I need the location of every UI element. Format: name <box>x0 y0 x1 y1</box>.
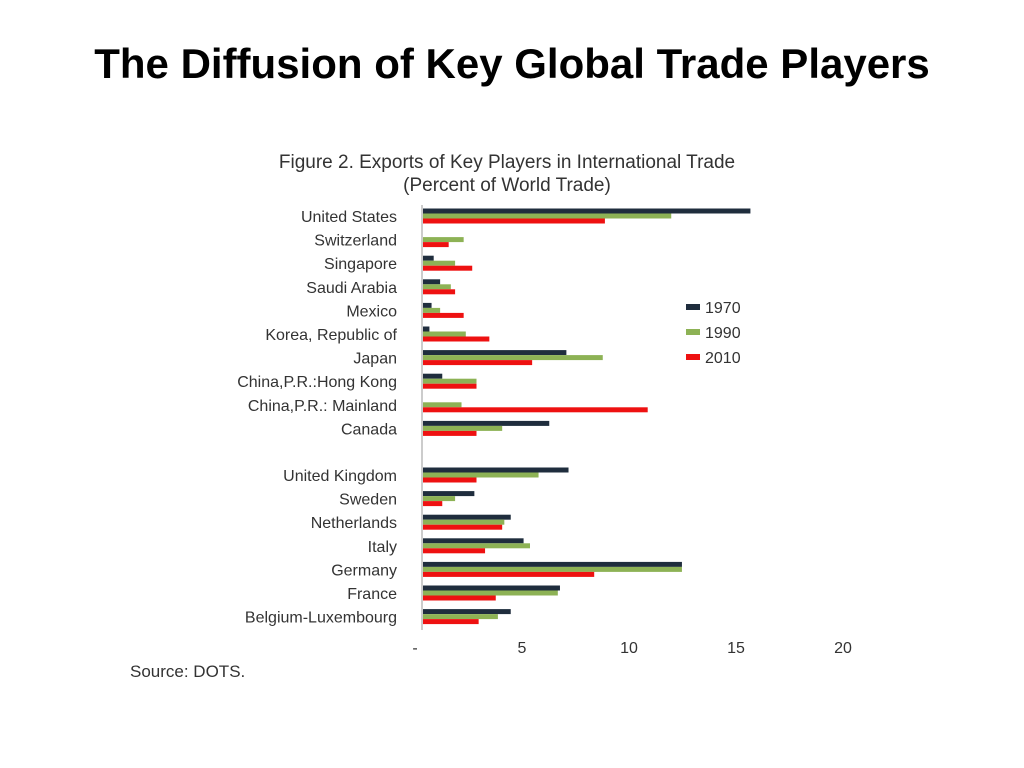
bar-2010 <box>423 218 605 224</box>
bar-2010 <box>423 548 486 554</box>
bar-1970 <box>423 255 434 261</box>
bar-1990 <box>423 614 498 620</box>
category-label: Italy <box>368 539 397 556</box>
bar-2010 <box>423 265 473 271</box>
bar-1990 <box>423 566 682 572</box>
category-label: China,P.R.:Hong Kong <box>237 374 397 391</box>
bar-1970 <box>423 561 682 567</box>
legend-swatch-2010 <box>686 354 700 360</box>
bar-1970 <box>423 538 524 544</box>
bar-1970 <box>423 514 511 520</box>
x-tick-label: 20 <box>834 640 852 657</box>
category-label: Singapore <box>324 256 397 273</box>
bar-2010 <box>423 501 443 507</box>
category-label: Netherlands <box>311 515 397 532</box>
category-label: China,P.R.: Mainland <box>248 398 397 415</box>
category-label: Saudi Arabia <box>306 280 397 297</box>
bar-2010 <box>423 312 464 318</box>
x-tick-label: 5 <box>518 640 527 657</box>
bar-2010 <box>423 477 477 483</box>
bar-1990 <box>423 472 539 478</box>
bar-2010 <box>423 407 648 413</box>
category-label: Korea, Republic of <box>265 327 397 344</box>
category-label: United Kingdom <box>283 468 397 485</box>
chart-subtitle: (Percent of World Trade) <box>403 175 611 196</box>
chart-title: Figure 2. Exports of Key Players in Inte… <box>279 152 735 173</box>
legend: 1970 1990 2010 <box>686 300 741 367</box>
bar-1970 <box>423 420 550 426</box>
bar-1990 <box>423 378 477 384</box>
bar-1990 <box>423 213 672 219</box>
category-labels: United States Switzerland Singapore Saudi A… <box>237 209 397 627</box>
category-label: Mexico <box>346 303 397 320</box>
bar-1970 <box>423 208 751 214</box>
bar-1990 <box>423 425 503 431</box>
category-label: Canada <box>341 421 397 438</box>
category-label: France <box>347 586 397 603</box>
bar-1990 <box>423 284 451 290</box>
bar-2010 <box>423 360 533 366</box>
bar-2010 <box>423 430 477 436</box>
bar-1970 <box>423 350 567 356</box>
bars-group <box>423 208 751 625</box>
bar-1970 <box>423 491 475 497</box>
x-tick-label: 15 <box>727 640 745 657</box>
bar-1990 <box>423 590 558 596</box>
bar-1970 <box>423 373 443 379</box>
bar-1970 <box>423 467 569 473</box>
bar-1970 <box>423 609 511 615</box>
x-tick-label: - <box>412 640 417 657</box>
bar-2010 <box>423 524 503 530</box>
bar-1990 <box>423 355 603 361</box>
bar-2010 <box>423 289 456 295</box>
bar-1990 <box>423 331 466 337</box>
bar-1970 <box>423 302 432 308</box>
bar-1990 <box>423 543 530 549</box>
bar-1990 <box>423 496 456 502</box>
bar-1970 <box>423 585 560 591</box>
slide-title: The Diffusion of Key Global Trade Player… <box>94 40 930 87</box>
legend-swatch-1990 <box>686 329 700 335</box>
category-label: Switzerland <box>314 233 397 250</box>
legend-swatch-1970 <box>686 304 700 310</box>
category-label: Belgium-Luxembourg <box>245 610 397 627</box>
category-label: Japan <box>353 351 397 368</box>
bar-2010 <box>423 571 595 577</box>
category-label: United States <box>301 209 397 226</box>
bar-2010 <box>423 619 479 625</box>
bar-2010 <box>423 242 449 248</box>
bar-1990 <box>423 402 462 408</box>
legend-label: 1990 <box>705 325 741 342</box>
bar-1990 <box>423 307 441 313</box>
x-axis-ticks: - 5 10 15 20 <box>412 640 852 657</box>
bar-1970 <box>423 326 430 332</box>
bar-2010 <box>423 383 477 389</box>
chart-source: Source: DOTS. <box>130 662 245 681</box>
bar-1990 <box>423 237 464 243</box>
x-tick-label: 10 <box>620 640 638 657</box>
bar-1970 <box>423 279 441 285</box>
bar-2010 <box>423 336 490 342</box>
category-label: Sweden <box>339 492 397 509</box>
category-label: Germany <box>331 562 397 579</box>
bar-1990 <box>423 260 456 266</box>
legend-label: 2010 <box>705 350 741 367</box>
bar-1990 <box>423 519 505 525</box>
bar-2010 <box>423 595 496 601</box>
legend-label: 1970 <box>705 300 741 317</box>
